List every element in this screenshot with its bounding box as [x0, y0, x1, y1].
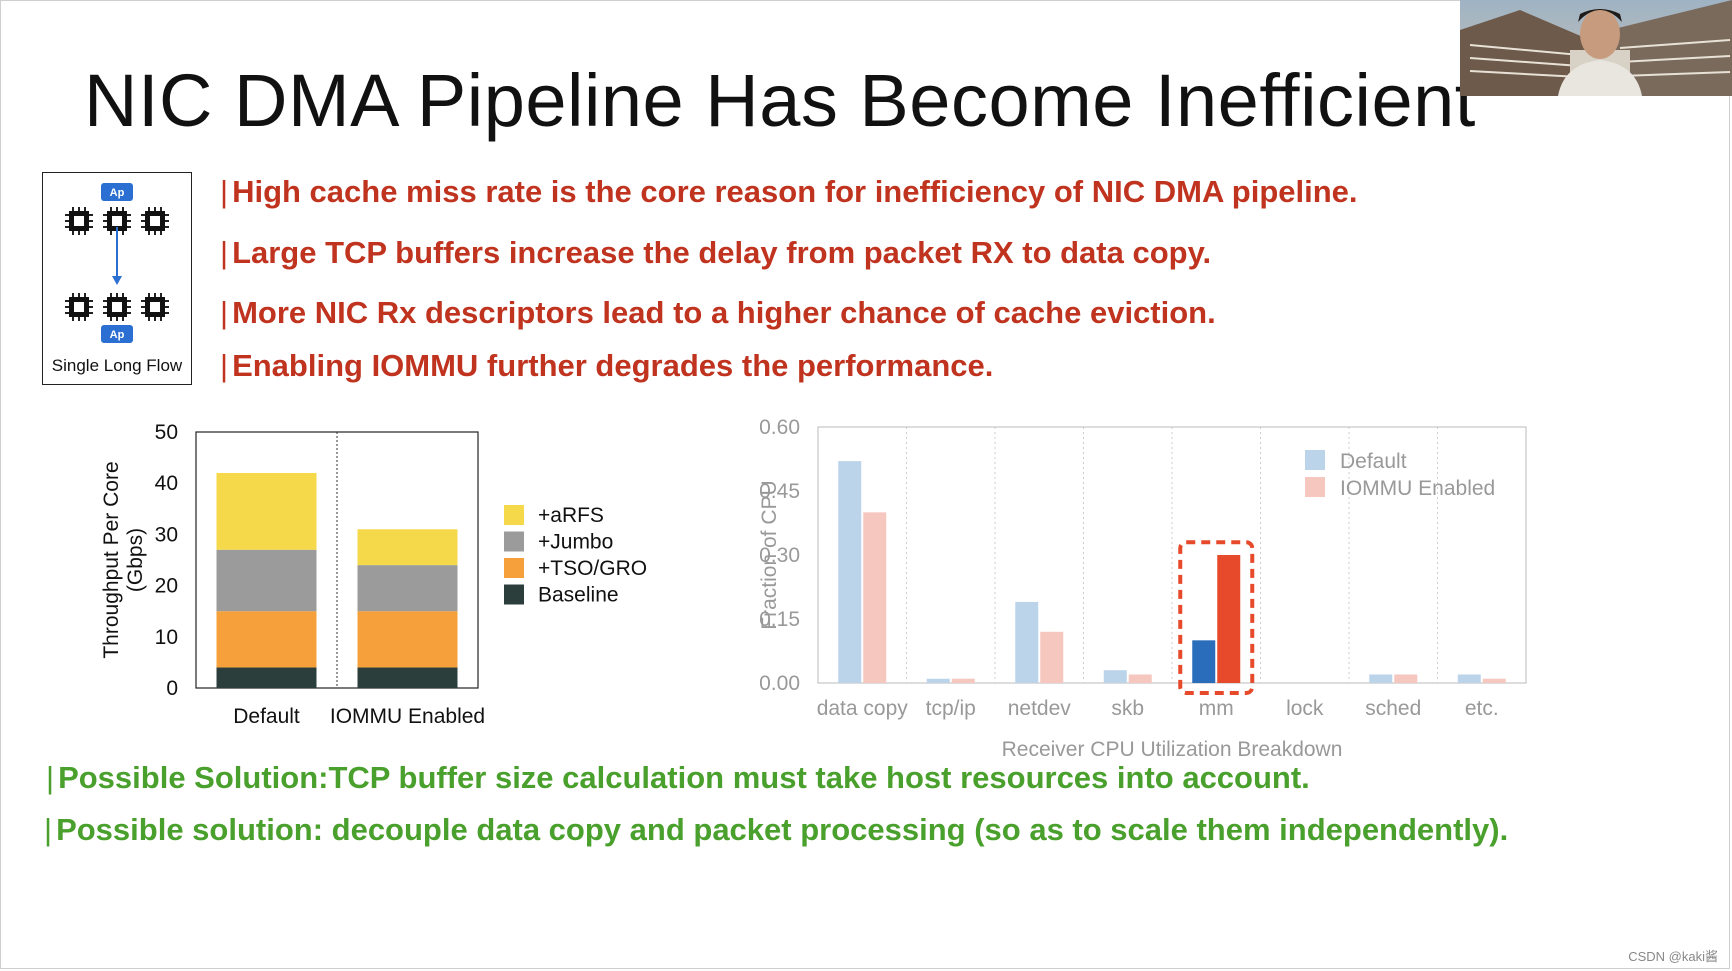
bullet-solution-decouple: | Possible solution: decouple data copy a… — [44, 812, 1509, 847]
left-y-axis-label: Throughput Per Core(Gbps) — [100, 461, 147, 658]
left-legend-swatch — [504, 531, 524, 552]
right-y-tick-label: 0.45 — [759, 480, 800, 503]
bar-default-netdev — [1015, 601, 1039, 683]
bar-default-tcpip — [926, 678, 950, 683]
left-y-tick-label: 0 — [166, 677, 178, 700]
bullet-tcp-buffers: | Large TCP buffers increase the delay fr… — [220, 235, 1212, 270]
bar-default-mm — [1192, 640, 1216, 683]
right-y-axis-label: Fraction of CPU — [758, 480, 781, 629]
left-legend-swatch — [504, 584, 524, 605]
bullet-cache-miss: | High cache miss rate is the core reason… — [220, 174, 1358, 209]
left-legend-label: +Jumbo — [538, 531, 613, 554]
svg-text:Ap: Ap — [110, 329, 125, 341]
right-x-tick-label: lock — [1286, 697, 1324, 720]
stack-segment-arfs — [357, 529, 458, 566]
cpu-core-icon-bottom-0 — [65, 293, 93, 321]
bar-iommu-datacopy — [863, 512, 887, 683]
cpu-core-icon-top-2 — [141, 207, 169, 235]
svg-text:Ap: Ap — [110, 187, 125, 199]
left-legend-label: Baseline — [538, 584, 619, 607]
right-x-tick-label: sched — [1365, 697, 1421, 720]
left-legend-label: +aRFS — [538, 504, 604, 527]
left-y-tick-label: 50 — [155, 421, 178, 444]
mm-highlight-box — [1178, 540, 1255, 695]
right-x-axis-label: Receiver CPU Utilization Breakdown — [1002, 738, 1343, 761]
cpu-core-icon-top-0 — [65, 207, 93, 235]
left-x-tick-label: Default — [233, 705, 300, 728]
throughput-stacked-bar-chart: 0 10 20 30 40 50 Throughput Per Core(Gbps) Defa… — [100, 421, 647, 728]
bullet-solution-buffer: | Possible Solution:TCP buffer size calcu… — [46, 760, 1310, 795]
bullet-iommu: | Enabling IOMMU further degrades the per… — [220, 348, 994, 383]
bar-iommu-netdev — [1040, 631, 1064, 683]
bar-iommu-sched — [1394, 674, 1418, 683]
cpu-core-diagram: Ap Ap — [65, 183, 169, 343]
right-legend-swatch — [1305, 477, 1325, 497]
right-plot-area — [817, 426, 1527, 684]
diagram-caption: Single Long Flow — [51, 356, 183, 375]
left-y-tick-label: 20 — [155, 575, 178, 598]
bar-iommu-tcpip — [951, 678, 975, 683]
stack-segment-baseline — [216, 667, 317, 688]
bullet-rx-descriptors: | More NIC Rx descriptors lead to a highe… — [220, 295, 1216, 330]
cpu-core-icon-bottom-1 — [103, 293, 131, 321]
bar-iommu-mm — [1217, 555, 1241, 683]
stack-segment-jumbo — [216, 549, 317, 612]
right-x-tick-label: etc. — [1465, 697, 1499, 720]
left-legend-swatch — [504, 558, 524, 578]
right-y-tick-label: 0.60 — [759, 416, 800, 439]
right-y-tick-label: 0.30 — [759, 544, 800, 567]
bar-iommu-skb — [1128, 674, 1152, 683]
bar-default-etc — [1457, 674, 1481, 683]
left-x-tick-label: IOMMU Enabled — [330, 705, 485, 728]
cpu-utilization-bar-chart: 0.00 0.15 0.30 0.45 0.60 Fraction of CPU data … — [758, 416, 1527, 761]
right-y-tick-label: 0.00 — [759, 672, 800, 695]
bar-default-datacopy — [838, 461, 862, 683]
slide-title: NIC DMA Pipeline Has Become Inefficient — [84, 59, 1476, 142]
stack-segment-tsogro — [216, 611, 317, 668]
cpu-core-icon-bottom-2 — [141, 293, 169, 321]
right-x-tick-label: data copy — [817, 697, 909, 720]
left-y-tick-label: 30 — [155, 523, 178, 546]
right-legend-swatch — [1305, 450, 1325, 470]
bar-default-sched — [1369, 674, 1393, 683]
left-y-tick-label: 40 — [155, 472, 178, 495]
app-badge-bottom — [101, 325, 133, 343]
right-x-tick-label: tcp/ip — [926, 697, 976, 720]
presenter-video-thumbnail — [1460, 0, 1732, 96]
stack-segment-arfs — [216, 472, 317, 550]
left-legend-swatch — [504, 505, 524, 525]
left-legend-label: +TSO/GRO — [538, 557, 647, 580]
single-long-flow-diagram: Ap Ap Single Long Flow — [42, 172, 192, 385]
right-legend-label: IOMMU Enabled — [1340, 477, 1495, 500]
right-legend-label: Default — [1340, 450, 1407, 473]
right-x-tick-label: mm — [1199, 697, 1234, 720]
stack-segment-tsogro — [357, 611, 458, 668]
right-x-tick-label: netdev — [1008, 697, 1072, 720]
bar-default-skb — [1103, 670, 1127, 683]
bar-iommu-etc — [1482, 678, 1506, 683]
app-badge-top — [101, 183, 133, 201]
stack-segment-jumbo — [357, 565, 458, 612]
right-x-tick-label: skb — [1111, 697, 1144, 720]
right-y-tick-label: 0.15 — [759, 608, 800, 631]
watermark: CSDN @kaki酱 — [1628, 949, 1718, 964]
stack-segment-baseline — [357, 667, 458, 688]
left-y-tick-label: 10 — [155, 626, 178, 649]
